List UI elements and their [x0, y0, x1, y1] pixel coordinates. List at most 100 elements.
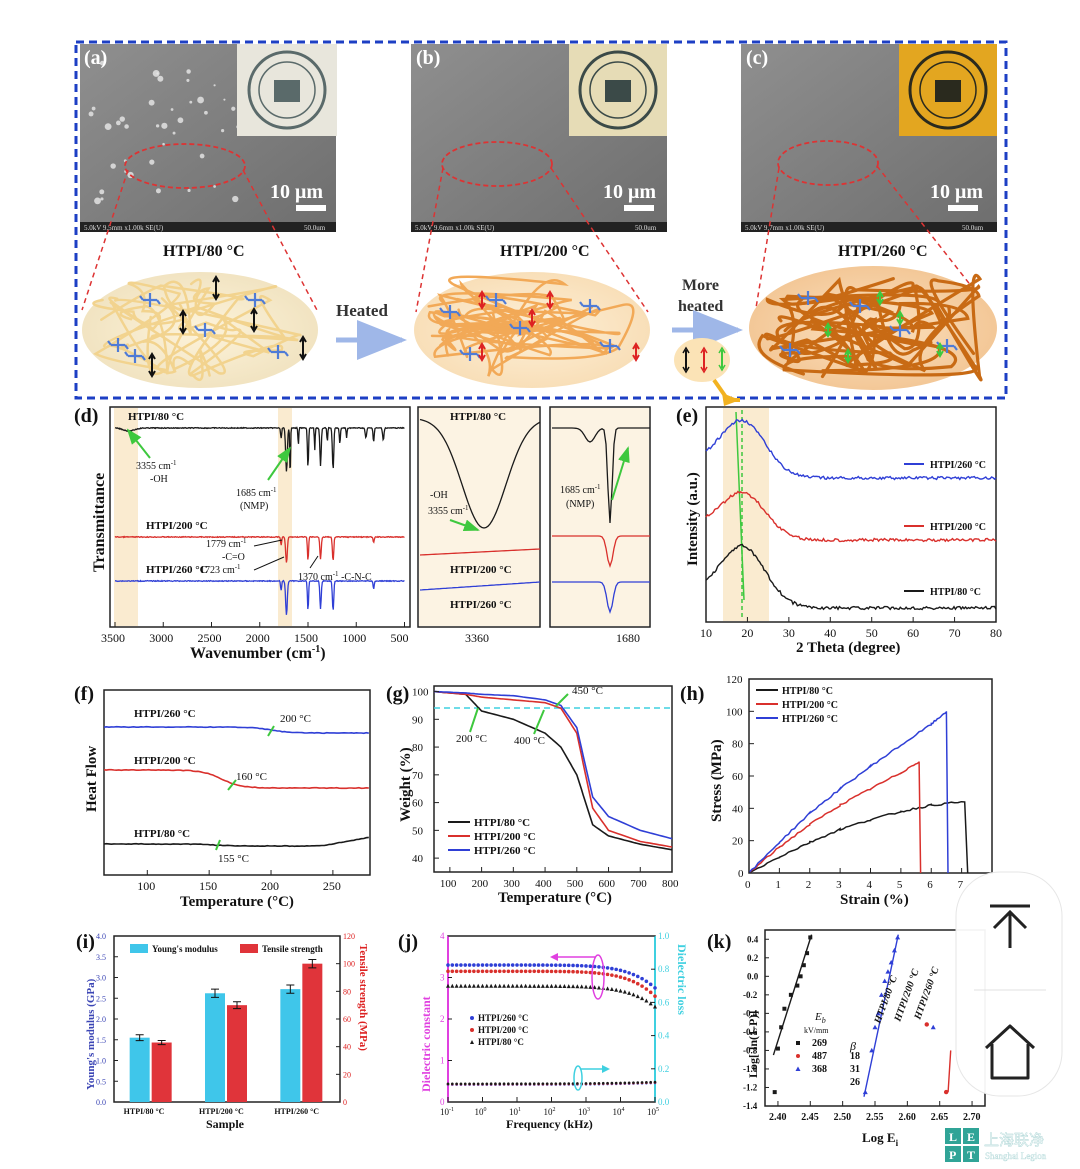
data-point: [532, 983, 537, 988]
table-swatch: [796, 1054, 800, 1058]
loss-point: [610, 1081, 614, 1085]
y-tick-label-right: 0.6: [658, 997, 670, 1007]
home-button[interactable]: [970, 1000, 1048, 1086]
x-tick-label: 2.45: [801, 1112, 819, 1123]
polymer-chain: [433, 297, 609, 359]
panel-e-xrd: (e) HTPI/260 °C HTPI/200 °C HTPI/80 °C 1…: [676, 405, 1002, 656]
data-point: [480, 983, 485, 988]
mobility-arrow: [250, 307, 258, 333]
scroll-to-top-button[interactable]: [970, 884, 1048, 980]
data-point: [596, 985, 601, 990]
legend-label: HTPI/260 °C: [474, 845, 536, 857]
y-tick-label-right: 0.2: [658, 1064, 669, 1074]
data-point: [541, 963, 545, 967]
scale-label-b: 10 μm: [603, 181, 656, 203]
y-tick-label-left: 2.5: [96, 994, 106, 1003]
sem-particle: [231, 106, 236, 111]
panel-tag-g: (g): [386, 683, 409, 705]
error-bar: [211, 988, 219, 998]
polymer-chain: [106, 280, 287, 369]
data-point: [588, 964, 593, 968]
data-point: [450, 983, 455, 988]
y-tick-label: -0.4: [743, 1008, 758, 1018]
data-point: [597, 965, 601, 969]
data-point: [510, 983, 515, 988]
y-tick-label: -1.0: [743, 1064, 758, 1074]
xrd-curve-200: [705, 490, 997, 543]
mobility-arrow: [299, 335, 307, 361]
ftir-ann-c1723: 1723 cm-1: [200, 563, 241, 576]
data-point: [450, 969, 455, 974]
loss-point: [567, 1082, 571, 1085]
data-point: [532, 969, 537, 974]
data-point: [558, 963, 562, 968]
y-tick-label-right: 0.4: [658, 1031, 670, 1041]
zoom2-curve-260: [552, 581, 650, 615]
x-tick-label: 6: [927, 879, 933, 891]
watermark-logo-t: T: [967, 1148, 975, 1162]
legend-label: HTPI/260 °C: [478, 1013, 528, 1023]
sem-particle: [232, 195, 239, 203]
data-point: [627, 978, 631, 982]
x-tick-label: 800: [662, 878, 679, 890]
data-point: [640, 984, 644, 988]
data-point: [545, 963, 549, 967]
data-point: [575, 970, 580, 974]
sem-particle: [213, 185, 216, 188]
data-point: [648, 982, 653, 987]
scale-label-c: 10 μm: [930, 181, 983, 203]
mech-ylabel-left: Young's modulus (GPa): [85, 978, 97, 1090]
diel-loss-marker: [573, 1065, 583, 1091]
legend-label: HTPI/80 °C: [478, 1037, 524, 1047]
panel-b-sem: 10 μm 5.0kV 9.6mm x1.00k SE(U) 50.0um (b…: [411, 44, 667, 232]
sem-particle: [177, 117, 184, 124]
data-point: [497, 963, 502, 967]
solvent-molecule: [194, 323, 216, 337]
xrd-label-200: HTPI/200 °C: [930, 522, 986, 533]
ftir-ann-cnc: 1370 cm-1 -C-N-C: [298, 570, 372, 583]
loss-point: [632, 1081, 635, 1084]
arrow-up-icon: [992, 909, 1028, 948]
data-point: [584, 964, 588, 968]
weibull-table: Eb kV/mm β 269 18 487 31 368 26: [795, 1011, 860, 1088]
data-point: [610, 966, 614, 971]
y-tick-label-left: 2.0: [96, 1015, 106, 1024]
data-point: [579, 984, 584, 989]
x-tick-label: 100: [475, 1107, 487, 1117]
zoom2-peak: 1685 cm-1: [560, 483, 601, 496]
mobility-arrow: [528, 308, 536, 328]
more-heated-label-1: More: [682, 277, 719, 294]
table-beta-value: 26: [850, 1077, 860, 1088]
x-tick-label: 100: [440, 878, 457, 890]
x-tick-label: 200: [261, 879, 279, 893]
ellipse-highlight-a: [124, 143, 246, 189]
sem-particle: [115, 120, 121, 126]
watermark-logo-e: E: [967, 1130, 975, 1144]
y-tick-label: 80: [412, 742, 424, 754]
sem-particle: [155, 188, 161, 194]
data-point: [502, 963, 506, 967]
scale-label-a: 10 μm: [270, 181, 323, 203]
x-tick-label: 2500: [198, 631, 222, 645]
data-point: [549, 983, 554, 988]
data-point: [878, 992, 884, 997]
bar-tensile-strength: [302, 963, 323, 1102]
mobility-arrow: [148, 352, 156, 378]
y-tick-label: 50: [412, 825, 424, 837]
tga-series-line: [433, 690, 673, 851]
loss-point: [636, 1081, 640, 1084]
sem-particle: [88, 111, 94, 117]
panel-tag-a: (a): [84, 47, 107, 69]
data-point: [653, 1004, 657, 1009]
stress-series-line: [748, 800, 969, 874]
y-tick-label: -1.4: [743, 1101, 758, 1111]
zoom2-curve-200: [552, 535, 650, 569]
data-point: [549, 969, 554, 974]
loss-point: [451, 1082, 454, 1086]
zoom2-curve-80: [552, 427, 650, 524]
data-point: [862, 1089, 868, 1095]
loss-point: [494, 1082, 497, 1086]
data-point: [446, 969, 450, 974]
loss-point: [455, 1082, 458, 1086]
dsc-ylabel: Heat Flow: [84, 746, 100, 812]
